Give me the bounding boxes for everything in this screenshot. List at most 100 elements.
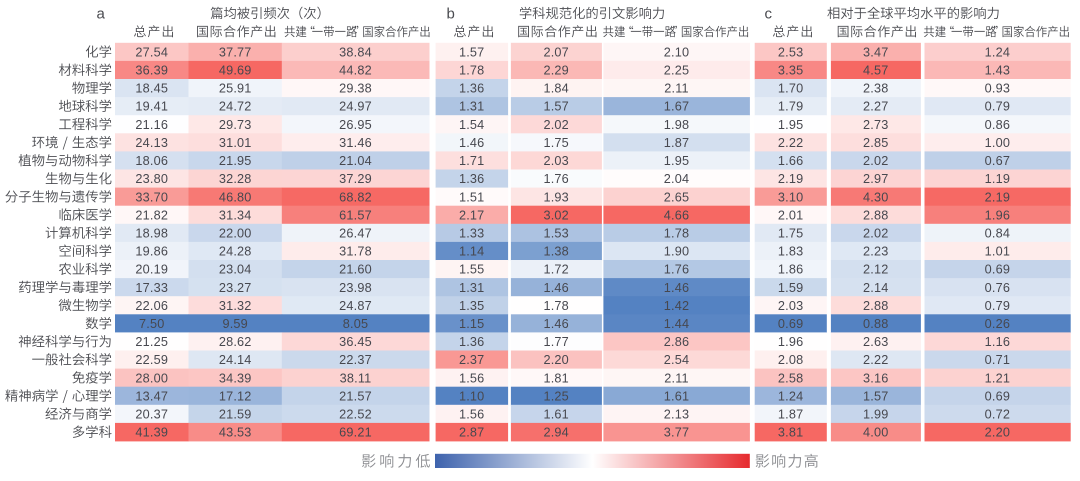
svg-text:0.79: 0.79 (985, 100, 1011, 114)
svg-text:29.38: 29.38 (339, 82, 372, 96)
svg-text:1.24: 1.24 (985, 45, 1011, 59)
svg-text:22.06: 22.06 (135, 299, 168, 313)
svg-text:2.12: 2.12 (863, 263, 889, 277)
svg-text:1.90: 1.90 (664, 245, 690, 259)
svg-text:24.28: 24.28 (219, 245, 252, 259)
svg-text:1.67: 1.67 (664, 100, 690, 114)
svg-text:2.73: 2.73 (863, 118, 889, 132)
svg-text:1.56: 1.56 (459, 371, 485, 385)
svg-text:49.69: 49.69 (219, 64, 252, 78)
svg-text:44.82: 44.82 (339, 64, 372, 78)
svg-text:23.98: 23.98 (339, 281, 372, 295)
svg-text:0.67: 0.67 (985, 154, 1011, 168)
svg-text:1.56: 1.56 (459, 408, 485, 422)
svg-text:9.59: 9.59 (222, 317, 248, 331)
svg-text:1.42: 1.42 (664, 299, 690, 313)
svg-text:2.07: 2.07 (543, 45, 569, 59)
svg-text:1.51: 1.51 (459, 190, 485, 204)
svg-text:2.01: 2.01 (778, 208, 804, 222)
svg-text:1.77: 1.77 (543, 335, 569, 349)
svg-text:1.10: 1.10 (459, 389, 485, 403)
svg-text:32.28: 32.28 (219, 172, 252, 186)
svg-text:21.16: 21.16 (135, 118, 168, 132)
svg-text:0.26: 0.26 (985, 317, 1011, 331)
svg-text:25.91: 25.91 (219, 82, 252, 96)
svg-text:2.14: 2.14 (863, 281, 889, 295)
svg-text:2.88: 2.88 (863, 208, 889, 222)
svg-text:1.46: 1.46 (664, 281, 690, 295)
svg-text:0.69: 0.69 (778, 317, 804, 331)
svg-text:1.31: 1.31 (459, 100, 485, 114)
svg-text:1.83: 1.83 (778, 245, 804, 259)
svg-text:1.81: 1.81 (543, 371, 569, 385)
svg-text:1.54: 1.54 (459, 118, 485, 132)
svg-text:28.62: 28.62 (219, 335, 252, 349)
svg-text:17.33: 17.33 (135, 281, 168, 295)
svg-text:24.14: 24.14 (219, 353, 252, 367)
svg-text:22.59: 22.59 (135, 353, 168, 367)
svg-text:26.95: 26.95 (339, 118, 372, 132)
svg-text:20.37: 20.37 (135, 408, 168, 422)
svg-text:21.95: 21.95 (219, 154, 252, 168)
svg-text:36.39: 36.39 (135, 64, 168, 78)
svg-text:3.35: 3.35 (778, 64, 804, 78)
svg-text:2.13: 2.13 (664, 408, 690, 422)
svg-text:0.69: 0.69 (985, 389, 1011, 403)
svg-text:17.12: 17.12 (219, 389, 252, 403)
svg-text:1.87: 1.87 (664, 136, 690, 150)
svg-text:2.97: 2.97 (863, 172, 889, 186)
svg-text:4.66: 4.66 (664, 208, 690, 222)
svg-text:1.96: 1.96 (778, 335, 804, 349)
svg-text:3.02: 3.02 (543, 208, 569, 222)
svg-text:0.88: 0.88 (863, 317, 889, 331)
svg-text:1.46: 1.46 (459, 136, 485, 150)
svg-text:1.55: 1.55 (459, 263, 485, 277)
svg-text:13.47: 13.47 (135, 389, 168, 403)
svg-text:2.03: 2.03 (543, 154, 569, 168)
svg-text:31.01: 31.01 (219, 136, 252, 150)
svg-text:1.36: 1.36 (459, 82, 485, 96)
svg-text:1.44: 1.44 (664, 317, 690, 331)
svg-text:1.70: 1.70 (778, 82, 804, 96)
svg-text:1.79: 1.79 (778, 100, 804, 114)
svg-text:1.25: 1.25 (543, 389, 569, 403)
svg-text:2.19: 2.19 (985, 190, 1011, 204)
svg-text:21.60: 21.60 (339, 263, 372, 277)
svg-text:4.30: 4.30 (863, 190, 889, 204)
svg-text:2.22: 2.22 (778, 136, 804, 150)
svg-text:38.84: 38.84 (339, 45, 372, 59)
svg-text:69.21: 69.21 (339, 426, 372, 440)
svg-text:31.34: 31.34 (219, 208, 252, 222)
svg-text:2.85: 2.85 (863, 136, 889, 150)
svg-text:2.58: 2.58 (778, 371, 804, 385)
svg-text:2.02: 2.02 (863, 227, 889, 241)
svg-text:37.29: 37.29 (339, 172, 372, 186)
svg-text:3.47: 3.47 (863, 45, 889, 59)
svg-text:2.10: 2.10 (664, 45, 690, 59)
svg-text:27.54: 27.54 (135, 45, 168, 59)
svg-text:1.33: 1.33 (459, 227, 485, 241)
svg-text:20.19: 20.19 (135, 263, 168, 277)
svg-text:1.43: 1.43 (985, 64, 1011, 78)
svg-text:68.82: 68.82 (339, 190, 372, 204)
svg-text:8.05: 8.05 (343, 317, 369, 331)
svg-text:24.87: 24.87 (339, 299, 372, 313)
svg-text:3.81: 3.81 (778, 426, 804, 440)
svg-text:1.57: 1.57 (459, 45, 485, 59)
svg-text:21.25: 21.25 (135, 335, 168, 349)
svg-text:1.87: 1.87 (778, 408, 804, 422)
svg-text:23.27: 23.27 (219, 281, 252, 295)
svg-text:2.25: 2.25 (664, 64, 690, 78)
svg-text:2.29: 2.29 (543, 64, 569, 78)
svg-text:1.76: 1.76 (664, 263, 690, 277)
svg-text:28.00: 28.00 (135, 371, 168, 385)
svg-text:36.45: 36.45 (339, 335, 372, 349)
svg-text:2.02: 2.02 (543, 118, 569, 132)
svg-text:41.39: 41.39 (135, 426, 168, 440)
svg-text:21.04: 21.04 (339, 154, 372, 168)
svg-text:7.50: 7.50 (139, 317, 165, 331)
svg-text:a: a (97, 6, 106, 23)
svg-text:c: c (765, 6, 773, 23)
svg-text:1.15: 1.15 (459, 317, 485, 331)
svg-text:23.04: 23.04 (219, 263, 252, 277)
